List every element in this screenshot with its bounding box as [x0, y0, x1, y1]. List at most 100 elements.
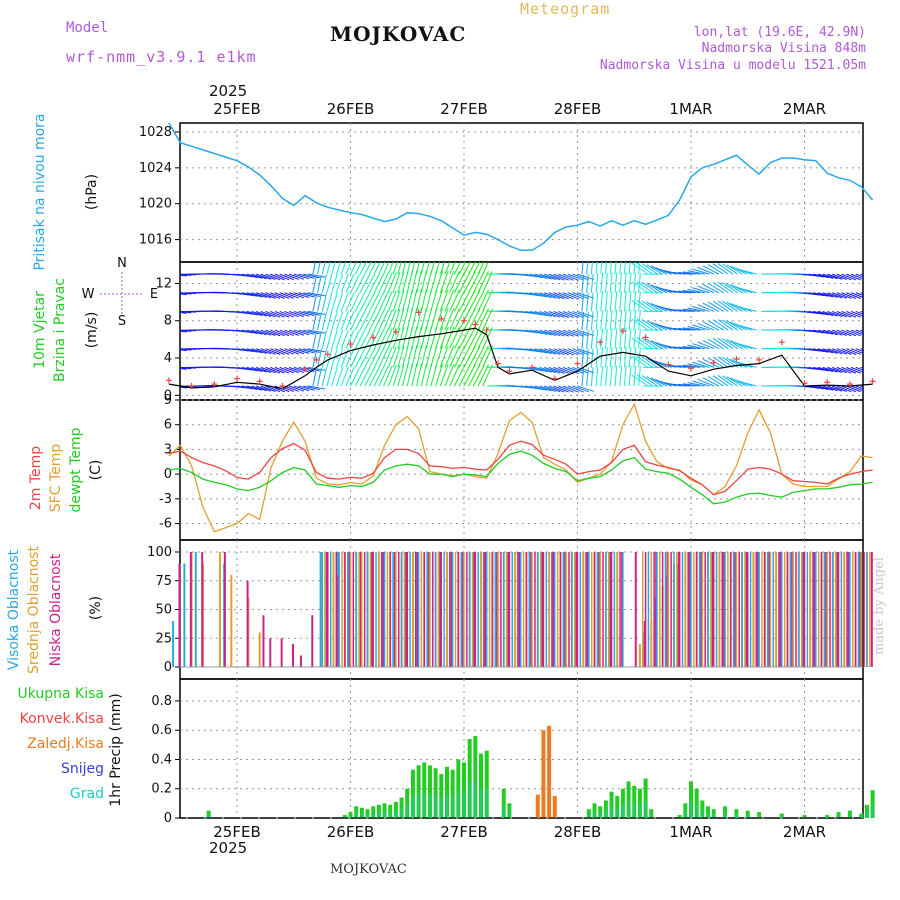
- wind-arrow: [359, 329, 371, 349]
- wind-arrow: [650, 321, 668, 331]
- wind-arrow: [539, 385, 557, 392]
- wind-arrow: [562, 310, 579, 319]
- wind-gust-marker: [370, 334, 377, 341]
- wind-arrow: [477, 271, 489, 293]
- wind-arrow: [406, 262, 411, 275]
- wind-arrow: [180, 367, 187, 370]
- wind-arrow: [817, 348, 834, 354]
- wind-arrow: [638, 291, 641, 312]
- wind-arrow: [289, 273, 305, 280]
- wind-arrow: [678, 383, 696, 387]
- wind-gust-marker: [165, 377, 172, 384]
- wind-arrow: [633, 328, 637, 349]
- wind-arrow: [312, 331, 318, 349]
- wind-arrow: [558, 385, 574, 393]
- wind-arrow: [562, 329, 579, 337]
- precip-bar: [779, 813, 784, 818]
- wind-arrow: [539, 348, 557, 355]
- wind-arrow: [605, 310, 608, 331]
- wind-arrow: [712, 356, 729, 368]
- wind-arrow: [631, 300, 649, 312]
- wind-arrow: [411, 289, 418, 312]
- precip-hail-bar: [690, 801, 692, 818]
- wind-arrow: [284, 292, 299, 299]
- y-tick-label: 75: [155, 574, 172, 589]
- precip-bar: [342, 815, 347, 818]
- wind-arrow: [865, 349, 880, 353]
- wind-arrow: [738, 324, 757, 331]
- wind-arrow: [738, 268, 757, 275]
- wind-arrow: [364, 262, 372, 275]
- wind-arrow: [692, 287, 710, 294]
- wind-arrow: [817, 310, 834, 317]
- wind-arrow: [553, 329, 569, 337]
- wind-arrow: [472, 262, 481, 275]
- wind-arrow: [712, 319, 729, 331]
- wind-arrow: [822, 385, 838, 392]
- wind-arrow: [841, 310, 857, 318]
- wind-arrow: [619, 262, 622, 275]
- wind-arrow: [298, 292, 315, 298]
- wind-arrow: [865, 274, 880, 278]
- wind-arrow: [707, 338, 724, 350]
- wind-arrow: [298, 329, 315, 335]
- wind-arrow: [265, 348, 281, 355]
- date-label-top: 26FEB: [327, 100, 374, 118]
- wind-arrow: [279, 292, 294, 299]
- precip-hail-bar: [383, 811, 386, 818]
- wind-arrow: [548, 385, 565, 393]
- wind-arrow: [822, 329, 838, 336]
- wind-arrow: [326, 274, 333, 293]
- wind-arrow: [646, 338, 663, 350]
- wind-arrow: [726, 264, 743, 275]
- wind-arrow: [633, 347, 637, 368]
- wind-arrow: [707, 320, 724, 331]
- wind-arrow: [548, 273, 565, 281]
- wind-gust-marker: [551, 375, 558, 382]
- wind-arrow: [289, 385, 305, 392]
- precip-hail-bar: [377, 812, 380, 818]
- wind-arrow: [687, 326, 705, 331]
- wind-arrows-group: [180, 262, 880, 393]
- wind-arrow: [832, 292, 847, 299]
- precip-bar: [399, 797, 404, 818]
- y-tick-label: -6: [159, 517, 172, 532]
- wind-gust-marker: [710, 359, 717, 366]
- wind-arrow: [392, 308, 401, 331]
- precip-hail-bar: [860, 816, 863, 818]
- wind-arrow: [274, 348, 290, 355]
- wind-arrow: [279, 348, 294, 355]
- wind-arrow: [293, 385, 310, 392]
- wind-arrow: [692, 268, 710, 275]
- wind-arrow: [712, 282, 729, 294]
- wind-arrow: [458, 364, 471, 387]
- wind-arrow: [270, 366, 285, 374]
- wind-arrow: [855, 329, 863, 334]
- precip-hail-bar: [372, 812, 375, 818]
- wind-arrow: [265, 329, 281, 337]
- precip-bar: [864, 804, 869, 818]
- wind-arrow: [345, 292, 355, 312]
- precip-hail-bar: [695, 804, 698, 818]
- wind-arrow: [463, 271, 476, 294]
- wind-arrow: [534, 292, 552, 299]
- wind-arrow: [482, 289, 493, 312]
- wind-arrow: [387, 346, 397, 368]
- wind-arrow: [697, 322, 715, 331]
- wind-gust-marker: [472, 321, 479, 328]
- compass-west: W: [82, 287, 95, 302]
- wind-arrow: [678, 309, 696, 312]
- wind-arrow: [539, 310, 557, 318]
- wind-arrow: [846, 292, 861, 299]
- wind-arrow: [392, 364, 401, 387]
- wind-arrow: [340, 262, 347, 275]
- wind-arrow: [397, 327, 405, 349]
- wind-gust-marker: [801, 380, 808, 387]
- wind-arrow: [636, 337, 654, 350]
- wind-arrow: [860, 273, 863, 276]
- wind-arrow: [628, 347, 632, 368]
- precip-bar: [450, 769, 455, 818]
- wind-arrow: [274, 292, 290, 299]
- precip-bar: [649, 809, 654, 818]
- precip-hail-bar: [463, 792, 465, 818]
